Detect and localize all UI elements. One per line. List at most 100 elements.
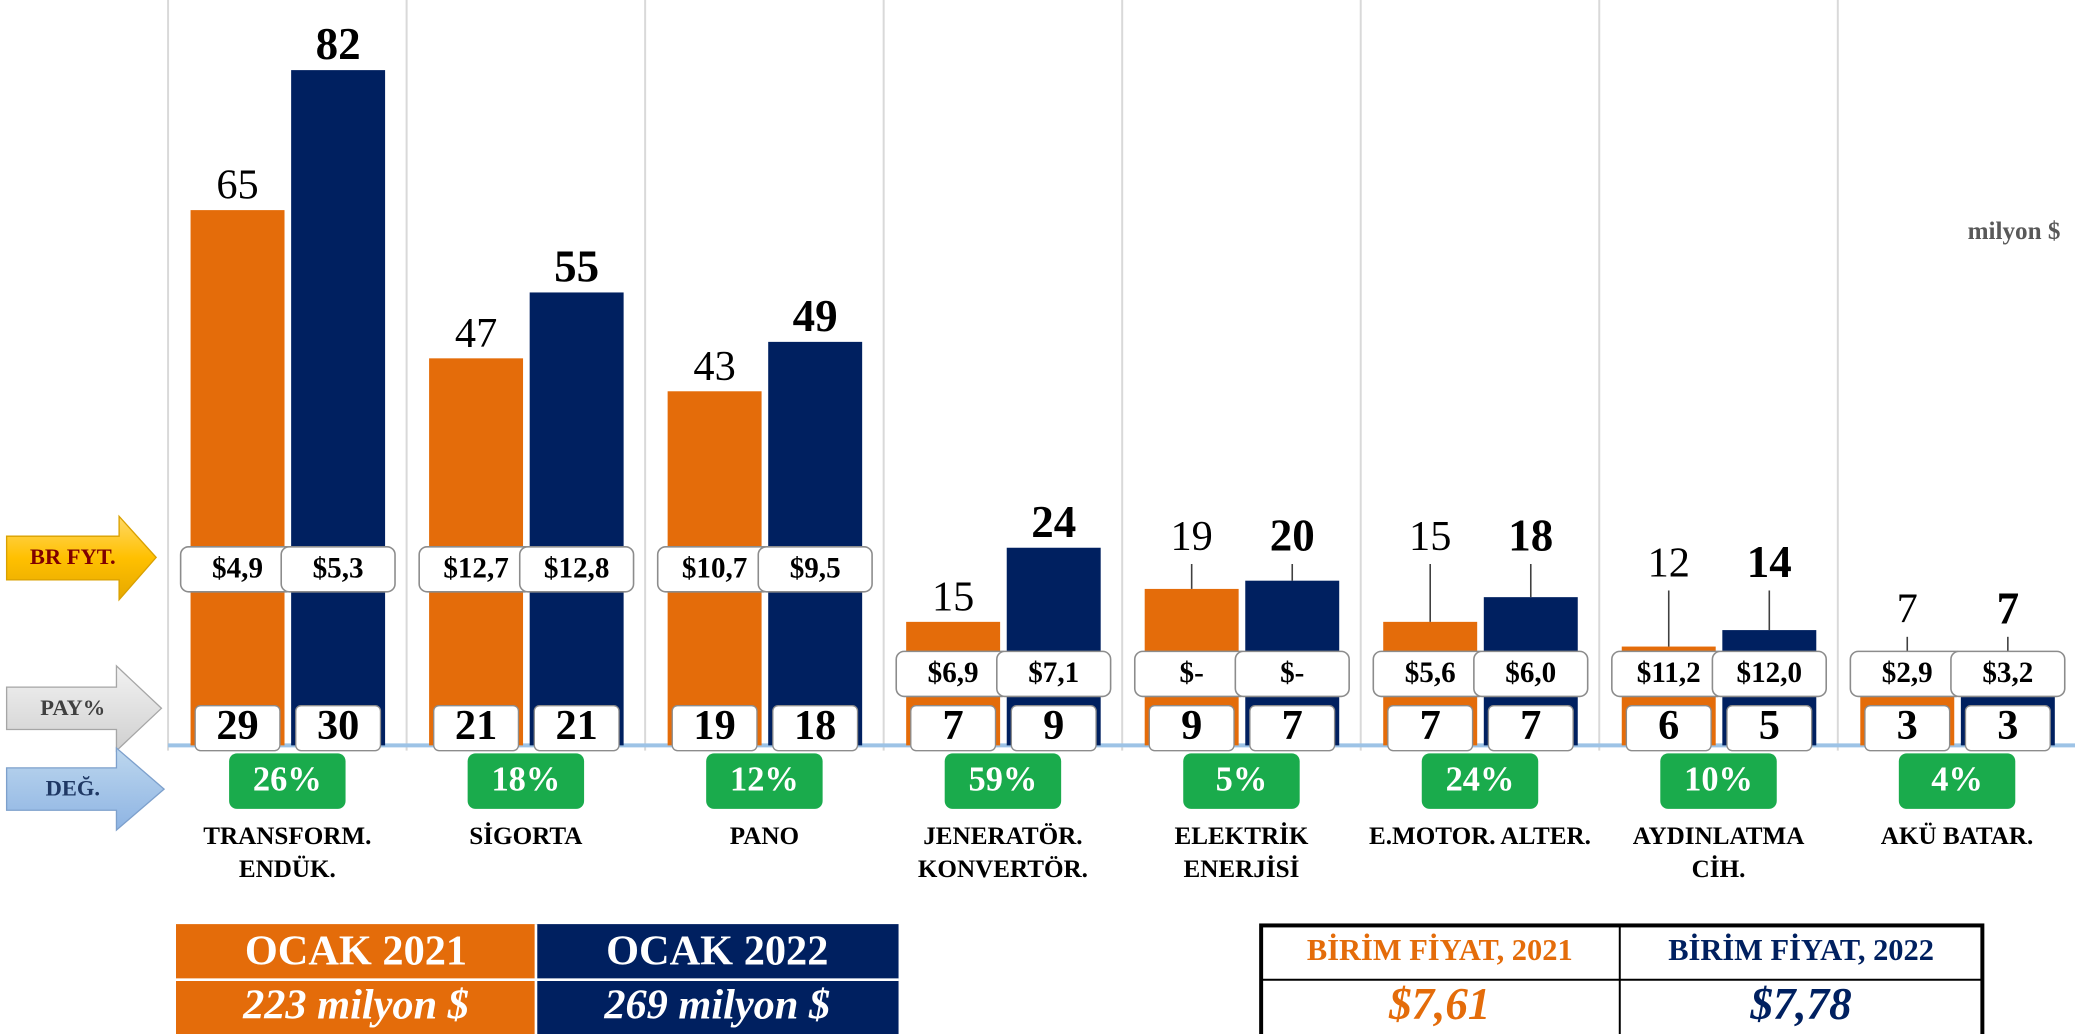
share-label: 5 bbox=[1759, 702, 1780, 749]
share-label: 3 bbox=[1897, 702, 1918, 749]
price-box bbox=[1234, 650, 1350, 698]
share-label: 19 bbox=[693, 702, 735, 749]
change-label: 26% bbox=[253, 760, 322, 798]
share-box bbox=[1010, 705, 1097, 752]
price-box bbox=[996, 650, 1112, 698]
data-label: 55 bbox=[554, 242, 599, 292]
data-label: 7 bbox=[1997, 583, 2019, 633]
change-label: 24% bbox=[1446, 760, 1515, 798]
change-box bbox=[1660, 753, 1777, 809]
table-header: OCAK 2021 bbox=[245, 927, 467, 974]
share-box bbox=[1487, 705, 1574, 752]
price-box bbox=[757, 545, 873, 593]
data-label: 82 bbox=[316, 19, 361, 69]
price-label: $- bbox=[1280, 657, 1304, 689]
price-box bbox=[1950, 650, 2066, 698]
change-label: 18% bbox=[491, 760, 560, 798]
bar bbox=[190, 210, 285, 746]
share-box bbox=[1964, 705, 2051, 752]
share-label: 7 bbox=[1420, 702, 1441, 749]
price-label: $12,8 bbox=[544, 552, 609, 584]
price-label: $- bbox=[1180, 657, 1204, 689]
table-cell-text: $7,61 bbox=[1388, 979, 1490, 1029]
data-label: 15 bbox=[932, 573, 974, 620]
arrow bbox=[5, 746, 166, 832]
row-label: DEĞ. bbox=[46, 775, 100, 801]
share-label: 7 bbox=[1282, 702, 1303, 749]
change-box bbox=[706, 753, 823, 809]
price-box bbox=[1473, 650, 1589, 698]
price-label: $3,2 bbox=[1982, 657, 2033, 689]
table-cell-text: $7,78 bbox=[1749, 979, 1851, 1029]
price-label: $4,9 bbox=[212, 552, 263, 584]
data-label: 14 bbox=[1747, 537, 1792, 587]
price-label: $7,1 bbox=[1028, 657, 1079, 689]
x-tick-label: ENDÜK. bbox=[239, 856, 336, 883]
change-box bbox=[1421, 753, 1539, 809]
change-label: 10% bbox=[1684, 760, 1753, 798]
data-label: 18 bbox=[1508, 510, 1553, 560]
price-box bbox=[280, 545, 396, 593]
data-label: 65 bbox=[216, 162, 258, 209]
share-box bbox=[533, 705, 620, 752]
share-label: 9 bbox=[1043, 702, 1064, 749]
change-box bbox=[467, 753, 585, 809]
change-label: 4% bbox=[1931, 760, 1983, 798]
data-label: 15 bbox=[1409, 513, 1451, 560]
share-label: 6 bbox=[1658, 702, 1679, 749]
share-label: 9 bbox=[1181, 702, 1202, 749]
table-cell-text: 223 milyon $ bbox=[242, 982, 469, 1029]
table-header: OCAK 2022 bbox=[606, 927, 828, 974]
table-header: BİRİM FİYAT, 2021 bbox=[1307, 933, 1573, 967]
change-box bbox=[944, 753, 1062, 809]
share-label: 29 bbox=[216, 702, 258, 749]
price-box bbox=[1711, 650, 1828, 698]
x-tick-label: PANO bbox=[730, 823, 799, 850]
share-box bbox=[1249, 705, 1336, 752]
share-box bbox=[1864, 705, 1951, 752]
share-box bbox=[194, 705, 281, 752]
bar bbox=[291, 70, 386, 746]
data-label: 12 bbox=[1648, 539, 1690, 586]
x-tick-label: SİGORTA bbox=[469, 822, 582, 850]
x-tick-label: ELEKTRİK bbox=[1174, 822, 1308, 850]
data-label: 43 bbox=[693, 343, 735, 390]
share-box bbox=[910, 705, 997, 752]
share-label: 30 bbox=[317, 702, 359, 749]
x-tick-label: JENERATÖR. bbox=[923, 823, 1082, 850]
x-tick-label: AYDINLATMA bbox=[1633, 823, 1805, 850]
share-label: 18 bbox=[794, 702, 836, 749]
x-tick-label: E.MOTOR. ALTER. bbox=[1369, 823, 1591, 850]
price-label: $2,9 bbox=[1882, 657, 1933, 689]
price-box bbox=[518, 545, 635, 593]
price-label: $10,7 bbox=[682, 552, 747, 584]
data-label: 49 bbox=[793, 291, 838, 341]
row-label: BR FYT. bbox=[30, 544, 116, 569]
share-box bbox=[295, 705, 382, 752]
price-label: $5,6 bbox=[1405, 657, 1456, 689]
change-box bbox=[229, 753, 346, 809]
share-label: 21 bbox=[555, 702, 597, 749]
x-tick-label: AKÜ BATAR. bbox=[1881, 823, 2034, 850]
data-label: 47 bbox=[455, 310, 497, 357]
x-tick-label: TRANSFORM. bbox=[203, 823, 371, 850]
unit-label: milyon $ bbox=[1968, 218, 2061, 245]
share-box bbox=[772, 705, 859, 752]
share-label: 21 bbox=[455, 702, 497, 749]
change-label: 12% bbox=[730, 760, 799, 798]
share-box bbox=[1148, 705, 1235, 752]
share-box bbox=[433, 705, 520, 752]
x-tick-label: CİH. bbox=[1692, 855, 1746, 883]
row-label: PAY% bbox=[40, 695, 105, 720]
data-label: 24 bbox=[1031, 497, 1076, 547]
change-box bbox=[1898, 753, 2016, 809]
price-label: $6,0 bbox=[1505, 657, 1556, 689]
data-label: 7 bbox=[1897, 586, 1918, 633]
table-cell-text: 269 milyon $ bbox=[603, 982, 830, 1029]
price-label: $12,7 bbox=[443, 552, 508, 584]
data-label: 20 bbox=[1270, 510, 1315, 560]
price-label: $6,9 bbox=[928, 657, 979, 689]
price-label: $5,3 bbox=[313, 552, 364, 584]
